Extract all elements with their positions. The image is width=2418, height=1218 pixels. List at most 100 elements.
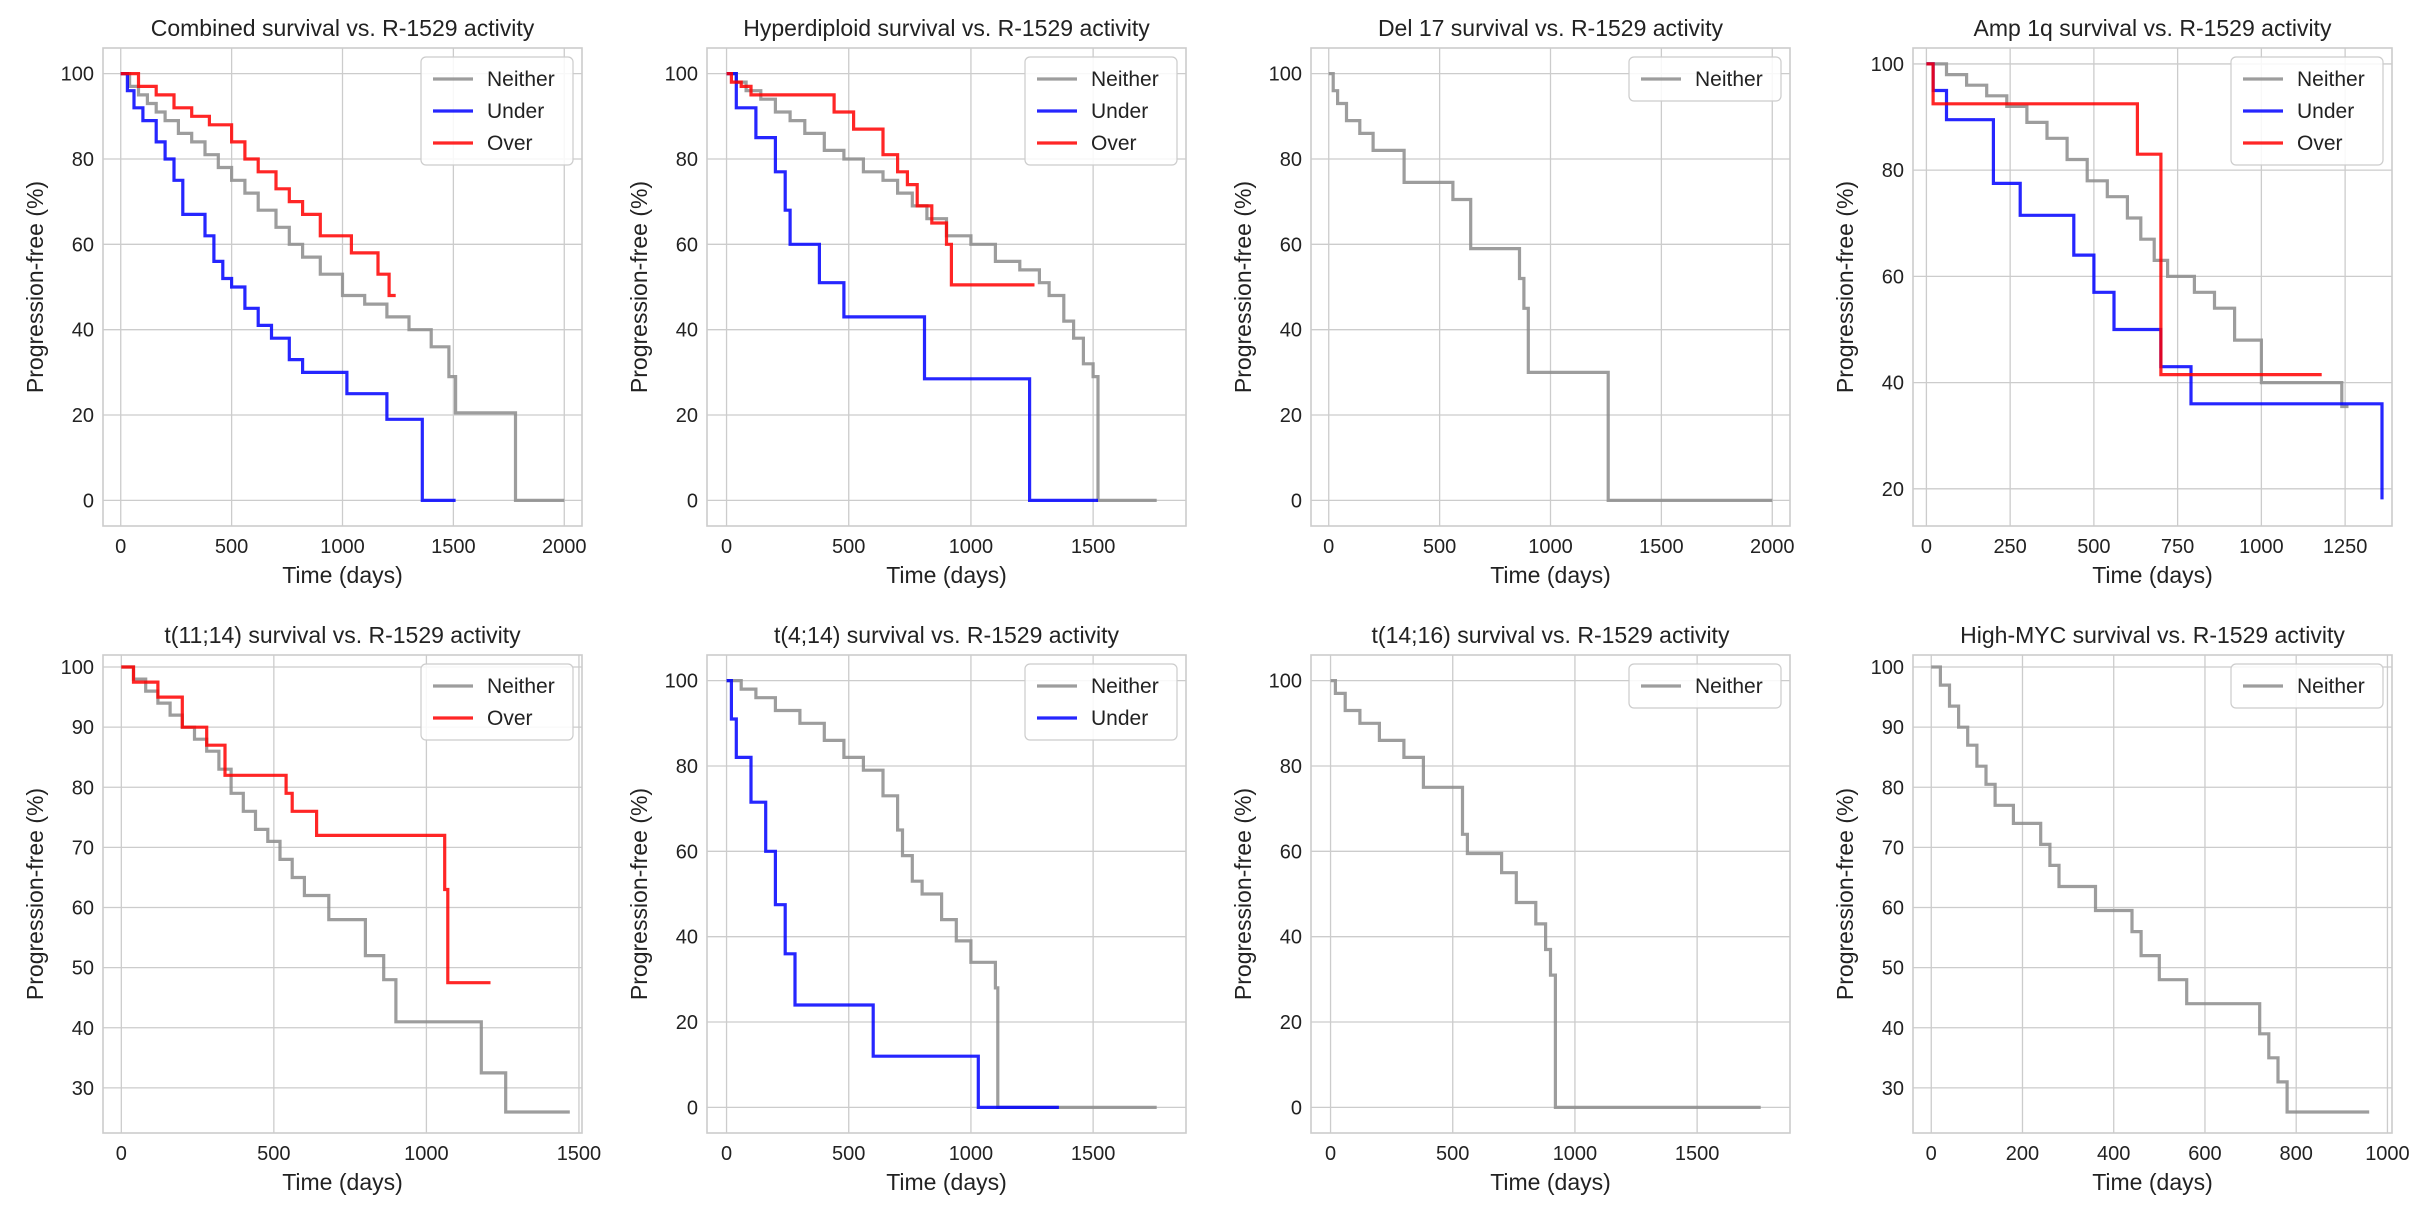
chart-4-title: Amp 1q survival vs. R-1529 activity: [1974, 15, 2332, 41]
chart-3-legend-label-neither: Neither: [1695, 68, 1763, 91]
chart-6-xtick-500: 500: [832, 1143, 865, 1165]
chart-6-ytick-100: 100: [665, 671, 698, 693]
chart-7-ytick-20: 20: [1280, 1012, 1302, 1034]
chart-7-ylabel: Progression-free (%): [1230, 788, 1256, 1000]
chart-6-ytick-20: 20: [676, 1012, 698, 1034]
chart-3-xtick-2000: 2000: [1750, 536, 1795, 558]
chart-6-legend-box: [1024, 663, 1178, 741]
chart-4-legend-label-under: Under: [2297, 100, 2354, 123]
chart-5-series-over: [121, 665, 491, 985]
chart-8-ytick-30: 30: [1882, 1078, 1904, 1100]
chart-8-xtick-0: 0: [1926, 1143, 1937, 1165]
chart-7-ytick-100: 100: [1269, 671, 1302, 693]
chart-8-title: High-MYC survival vs. R-1529 activity: [1960, 622, 2345, 648]
chart-5-xtick-500: 500: [257, 1143, 290, 1165]
chart-7-legend-box: [1628, 663, 1782, 709]
chart-1-legend-label-under: Under: [487, 100, 544, 123]
chart-4-xtick-750: 750: [2161, 536, 2194, 558]
chart-4-ytick-80: 80: [1882, 160, 1904, 182]
chart-3-title: Del 17 survival vs. R-1529 activity: [1378, 15, 1724, 41]
chart-8-frame: [1912, 654, 2393, 1134]
chart-5-frame: [102, 654, 583, 1134]
chart-7-xtick-1500: 1500: [1675, 1143, 1720, 1165]
chart-7-xtick-0: 0: [1325, 1143, 1336, 1165]
chart-7-legend: Neither: [1628, 663, 1782, 709]
chart-5-xtick-1500: 1500: [557, 1143, 602, 1165]
chart-8: High-MYC survival vs. R-1529 activity 0 20…: [1832, 622, 2410, 1195]
chart-3-legend-box: [1628, 56, 1782, 102]
chart-4-frame: [1912, 47, 2393, 527]
chart-6-ylabel: Progression-free (%): [626, 788, 652, 1000]
chart-6-xtick-0: 0: [721, 1143, 732, 1165]
chart-2-xtick-500: 500: [832, 536, 865, 558]
chart-2-series-under: [726, 72, 1098, 502]
chart-6-ytick-40: 40: [676, 927, 698, 949]
chart-5-legend: Neither Over: [420, 663, 574, 741]
chart-2-title: Hyperdiploid survival vs. R-1529 activit…: [743, 15, 1150, 41]
chart-6-xtick-1000: 1000: [949, 1143, 994, 1165]
chart-1-legend: Neither Under Over: [420, 56, 574, 166]
chart-2-xtick-1500: 1500: [1071, 536, 1116, 558]
chart-4-legend-box: [2230, 56, 2384, 166]
chart-3-xtick-1000: 1000: [1528, 536, 1573, 558]
chart-3-legend: Neither: [1628, 56, 1782, 102]
chart-6-frame: [706, 654, 1187, 1134]
chart-1-ytick-80: 80: [72, 149, 94, 171]
chart-5-ytick-90: 90: [72, 717, 94, 739]
chart-5-ytick-70: 70: [72, 837, 94, 859]
chart-3: Del 17 survival vs. R-1529 activity 0 500 1…: [1230, 15, 1795, 588]
chart-5-xtick-0: 0: [116, 1143, 127, 1165]
chart-8-ytick-40: 40: [1882, 1018, 1904, 1040]
chart-3-xtick-0: 0: [1323, 536, 1334, 558]
chart-5: t(11;14) survival vs. R-1529 activity 0 50…: [22, 622, 601, 1195]
chart-1-legend-box: [420, 56, 574, 166]
chart-5-ytick-60: 60: [72, 898, 94, 920]
chart-5-ytick-100: 100: [61, 657, 94, 679]
chart-1-xtick-1500: 1500: [431, 536, 476, 558]
chart-8-ytick-80: 80: [1882, 777, 1904, 799]
chart-5-ytick-40: 40: [72, 1018, 94, 1040]
chart-4-ytick-100: 100: [1871, 54, 1904, 76]
chart-7-xlabel: Time (days): [1490, 1169, 1611, 1195]
chart-1-frame: [102, 47, 583, 527]
chart-4-ylabel: Progression-free (%): [1832, 181, 1858, 393]
chart-1: Combined survival vs. R-1529 activity 0 50…: [22, 15, 587, 588]
chart-1-xtick-0: 0: [115, 536, 126, 558]
chart-7-ytick-80: 80: [1280, 756, 1302, 778]
chart-3-xtick-500: 500: [1423, 536, 1456, 558]
chart-2-legend-box: [1024, 56, 1178, 166]
chart-4-series-over: [1926, 62, 2322, 377]
chart-5-legend-label-over: Over: [487, 707, 533, 730]
chart-4-ytick-40: 40: [1882, 373, 1904, 395]
chart-1-series-under: [120, 72, 456, 502]
chart-2-xlabel: Time (days): [886, 562, 1007, 588]
chart-5-xlabel: Time (days): [282, 1169, 403, 1195]
chart-4-ytick-60: 60: [1882, 266, 1904, 288]
chart-1-xtick-2000: 2000: [542, 536, 587, 558]
chart-2-ytick-20: 20: [676, 405, 698, 427]
chart-6-legend-label-neither: Neither: [1091, 675, 1159, 698]
chart-4-xtick-500: 500: [2077, 536, 2110, 558]
chart-2-legend-label-under: Under: [1091, 100, 1148, 123]
chart-8-ytick-50: 50: [1882, 958, 1904, 980]
chart-5-series-neither: [121, 665, 570, 1114]
chart-7-ytick-60: 60: [1280, 841, 1302, 863]
chart-8-legend-label-neither: Neither: [2297, 675, 2365, 698]
chart-3-ytick-0: 0: [1291, 490, 1302, 512]
chart-8-legend-box: [2230, 663, 2384, 709]
chart-2-legend: Neither Under Over: [1024, 56, 1178, 166]
chart-7: t(14;16) survival vs. R-1529 activity 0 50…: [1230, 622, 1791, 1195]
chart-4-xtick-0: 0: [1921, 536, 1932, 558]
chart-4-legend: Neither Under Over: [2230, 56, 2384, 166]
chart-1-ytick-100: 100: [61, 64, 94, 86]
chart-8-xtick-600: 600: [2188, 1143, 2221, 1165]
chart-4-xtick-250: 250: [1993, 536, 2026, 558]
chart-2-ylabel: Progression-free (%): [626, 181, 652, 393]
chart-1-legend-label-neither: Neither: [487, 68, 555, 91]
chart-2-ytick-60: 60: [676, 234, 698, 256]
chart-2-xtick-1000: 1000: [949, 536, 994, 558]
chart-1-ytick-20: 20: [72, 405, 94, 427]
chart-5-legend-label-neither: Neither: [487, 675, 555, 698]
chart-1-legend-label-over: Over: [487, 132, 533, 155]
